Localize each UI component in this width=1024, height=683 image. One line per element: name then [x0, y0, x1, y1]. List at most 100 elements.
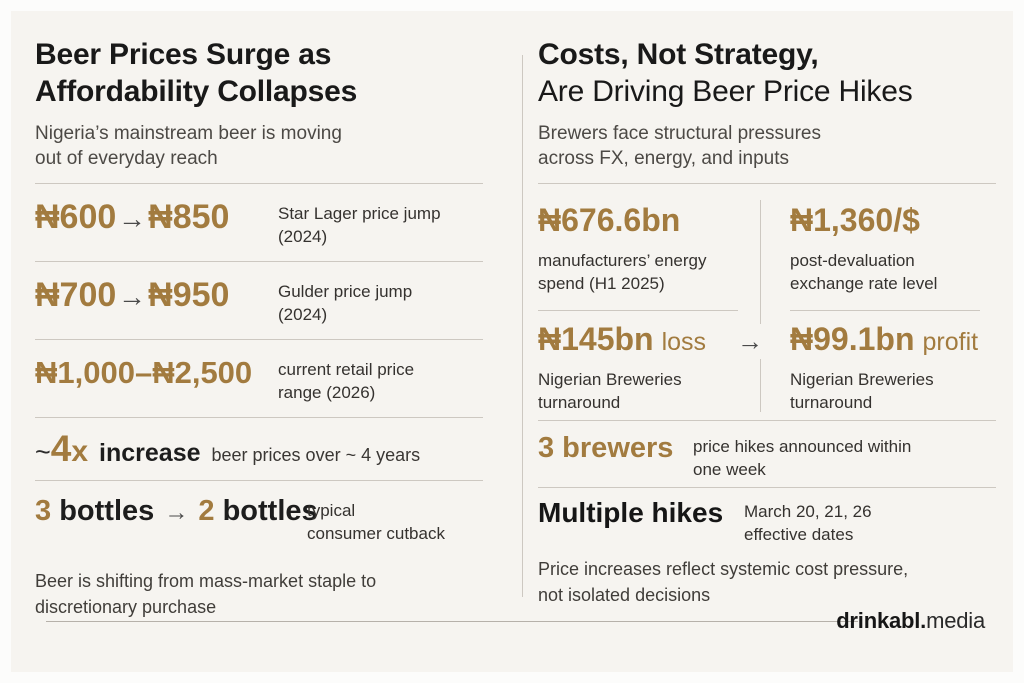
stat-value: 4x	[51, 429, 88, 472]
desc-line1: Nigerian Breweries	[538, 370, 682, 389]
loss-word: loss	[661, 328, 707, 356]
desc-line2: turnaround	[790, 393, 873, 412]
left-title-line1: Beer Prices Surge as	[35, 38, 332, 71]
right-subtitle-line1: Brewers face structural pressures	[538, 123, 821, 144]
right-footnote-line2: not isolated decisions	[538, 585, 711, 605]
desc-line2: (2024)	[278, 227, 328, 246]
desc-line1: current retail price	[278, 360, 415, 379]
tilde-prefix: ~	[35, 437, 51, 467]
stat-row-star-lager: ₦600→₦850 Star Lager price jump (2024)	[35, 184, 483, 262]
stat-desc: March 20, 21, 26 effective dates	[744, 500, 996, 546]
stat-label: Multiple hikes	[538, 497, 724, 528]
right-footnote-line1: Price increases reflect systemic cost pr…	[538, 559, 909, 579]
stat-value: ₦700→₦950	[35, 275, 278, 317]
right-subtitle-line2: across FX, energy, and inputs	[538, 148, 789, 169]
arrow-right-icon: →	[735, 324, 765, 359]
right-panel: Costs, Not Strategy, Are Driving Beer Pr…	[538, 36, 996, 608]
stat-row-bottles: 3 bottles → 2 bottles typical consumer c…	[35, 481, 483, 558]
multiplier-unit: x	[71, 435, 89, 468]
stat-row-brewers: 3 brewers price hikes announced within o…	[538, 421, 996, 488]
cell-divider	[790, 310, 980, 311]
desc-line1: post-devaluation	[790, 251, 915, 270]
desc-line1: manufacturers’ energy	[538, 251, 707, 270]
price-before: ₦700	[35, 276, 117, 314]
stat-desc: manufacturers’ energy spend (H1 2025)	[538, 249, 738, 295]
stat-row-multiple-hikes: Multiple hikes March 20, 21, 26 effectiv…	[538, 488, 996, 546]
arrow-right-icon: →	[118, 203, 147, 234]
cell-exchange-rate: ₦1,360/$ post-devaluation exchange rate …	[790, 184, 996, 311]
desc-line2: (2024)	[278, 305, 328, 324]
cell-divider	[538, 310, 738, 311]
stat-value: ₦145bn loss	[538, 321, 738, 360]
right-title: Costs, Not Strategy, Are Driving Beer Pr…	[538, 36, 996, 110]
desc-line2: one week	[693, 460, 766, 479]
desc-line2: consumer cutback	[307, 524, 445, 543]
cell-breweries-profit: ₦99.1bn profit Nigerian Breweries turnaro…	[790, 311, 996, 414]
stat-row-increase: ~4x increase beer prices over ~ 4 years	[35, 418, 483, 481]
arrow-right-icon: →	[118, 281, 147, 312]
count-before: 3	[35, 495, 52, 527]
count-after: 2	[198, 495, 215, 527]
stat-value: ₦99.1bn profit	[790, 321, 996, 360]
stat-desc: beer prices over ~ 4 years	[211, 445, 421, 465]
stat-label: increase	[99, 439, 201, 467]
desc-line1: price hikes announced within	[693, 437, 912, 456]
stat-desc: current retail price range (2026)	[278, 358, 483, 404]
stat-desc: Gulder price jump (2024)	[278, 280, 483, 326]
stat-row-gulder: ₦700→₦950 Gulder price jump (2024)	[35, 262, 483, 340]
stat-value: ₦1,000–₦2,500	[35, 355, 253, 390]
stat-value: ₦600→₦850	[35, 197, 278, 239]
stat-value: ₦676.6bn	[538, 202, 681, 238]
brand-wordmark: drinkabl.media	[836, 608, 985, 634]
left-subtitle: Nigeria’s mainstream beer is moving out …	[35, 121, 483, 184]
multiplier-number: 4	[50, 428, 72, 469]
desc-line1: typical	[307, 501, 356, 520]
stat-value: ₦1,360/$	[790, 202, 920, 238]
grid-vertical-divider	[760, 200, 761, 412]
stat-row-retail-range: ₦1,000–₦2,500 current retail price range…	[35, 340, 483, 418]
left-subtitle-line2: out of everyday reach	[35, 148, 218, 169]
grid-row-bottom: ₦145bn loss Nigerian Breweries turnaround…	[538, 311, 996, 414]
desc-line2: range (2026)	[278, 383, 376, 402]
right-footnote: Price increases reflect systemic cost pr…	[538, 556, 996, 608]
price-before: ₦600	[35, 198, 117, 236]
stat-desc: price hikes announced within one week	[693, 435, 996, 481]
desc-line1: Gulder price jump	[278, 282, 413, 301]
stat-value: 3 brewers	[538, 432, 674, 464]
arrow-right-icon: →	[164, 499, 189, 526]
stat-desc: Nigerian Breweries turnaround	[790, 368, 996, 414]
loss-amount: ₦145bn	[538, 321, 654, 357]
price-after: ₦950	[148, 276, 230, 314]
cell-energy-spend: ₦676.6bn manufacturers’ energy spend (H1…	[538, 184, 760, 311]
footer-rule	[46, 621, 858, 622]
desc-line2: spend (H1 2025)	[538, 274, 665, 293]
stat-grid: → ₦676.6bn manufacturers’ energy spend (…	[538, 184, 996, 421]
desc-line1: Star Lager price jump	[278, 204, 441, 223]
desc-line1: March 20, 21, 26	[744, 502, 872, 521]
grid-row-top: ₦676.6bn manufacturers’ energy spend (H1…	[538, 184, 996, 311]
left-panel: Beer Prices Surge as Affordability Colla…	[35, 36, 483, 620]
left-footnote-line1: Beer is shifting from mass-market staple…	[35, 571, 377, 591]
column-divider	[522, 55, 523, 597]
left-footnote: Beer is shifting from mass-market staple…	[35, 568, 483, 620]
desc-line2: effective dates	[744, 525, 854, 544]
stat-value: 3 bottles → 2 bottles	[35, 494, 318, 530]
brand-name: drinkabl.	[836, 608, 927, 633]
stat-desc: Nigerian Breweries turnaround	[538, 368, 738, 414]
divider	[538, 420, 996, 421]
right-title-line2: Are Driving Beer Price Hikes	[538, 75, 913, 108]
profit-word: profit	[922, 328, 979, 356]
left-title-line2: Affordability Collapses	[35, 75, 358, 108]
right-title-line1: Costs, Not Strategy,	[538, 38, 819, 71]
desc-line2: exchange rate level	[790, 274, 938, 293]
stat-desc: Star Lager price jump (2024)	[278, 202, 483, 248]
right-subtitle: Brewers face structural pressures across…	[538, 121, 996, 184]
desc-line1: Nigerian Breweries	[790, 370, 934, 389]
price-after: ₦850	[148, 198, 230, 236]
cell-breweries-loss: ₦145bn loss Nigerian Breweries turnaround	[538, 311, 760, 414]
profit-amount: ₦99.1bn	[790, 321, 915, 357]
left-footnote-line2: discretionary purchase	[35, 597, 217, 617]
stat-desc: typical consumer cutback	[307, 499, 483, 545]
stat-desc: post-devaluation exchange rate level	[790, 249, 996, 295]
